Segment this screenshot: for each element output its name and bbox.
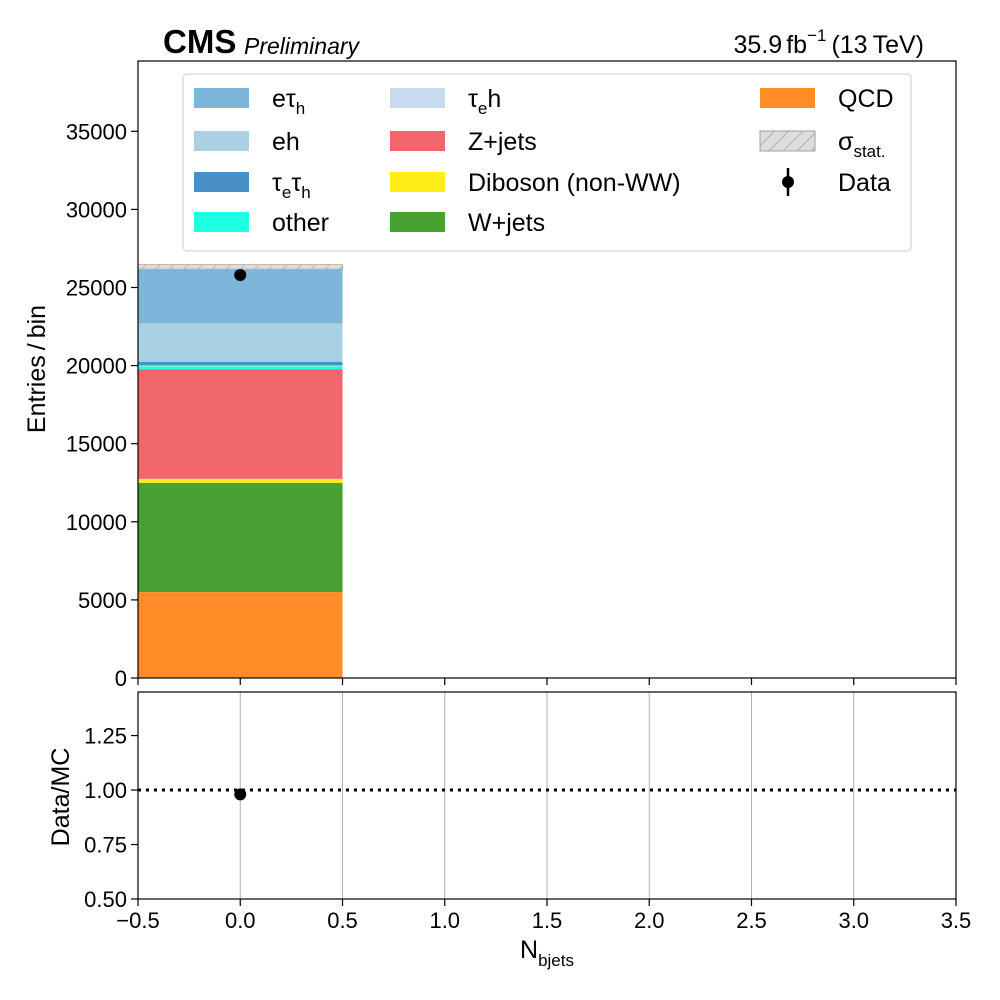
ratio-y-tick-label: 1.25 [84,724,127,749]
x-tick-label: 2.5 [736,908,767,933]
legend-label-data: Data [838,169,891,197]
x-tick-label: 3.5 [941,908,972,933]
main-y-tick-label: 5000 [78,588,127,613]
legend: eτh eh τeτh other τeh Z+jets Diboson (non-WW) W… [182,73,912,252]
energy-label: (13 TeV) [831,31,924,59]
bar-taueh [138,365,343,367]
legend-label-eh: eh [272,128,300,156]
x-axis-title: Nbjets [520,936,574,970]
data-point [234,268,247,281]
main-plot-frame [137,60,957,679]
x-tick-label: 0.0 [225,908,256,933]
preliminary-label: Preliminary [244,33,361,59]
bar-other [138,366,343,370]
legend-swatch-tauetauh [194,172,249,192]
bar-diboson [138,478,343,483]
ratio-plot-frame [137,691,957,900]
main-y-tick-label: 20000 [66,354,127,379]
legend-label-qcd: QCD [838,85,894,113]
legend-label-stat: σstat. [838,128,886,161]
legend-swatch-diboson [390,172,445,192]
main-y-tick-label: 15000 [66,432,127,457]
bar-wjets [138,482,343,593]
main-plot-panel: 0 5000 10000 15000 20000 25000 30000 35000 [66,60,957,691]
bar-zjets [138,369,343,479]
main-y-tick-label: 0 [115,666,127,691]
x-tick-label: 0.5 [327,908,358,933]
main-y-tick-label: 10000 [66,510,127,535]
x-tick-label: 3.0 [838,908,869,933]
legend-label-tauetauh: τeτh [272,169,311,202]
main-y-tick-label: 30000 [66,197,127,222]
legend-label-taueh: τeh [468,85,501,118]
stat-uncertainty-band [138,264,343,271]
x-tick-label: 1.0 [429,908,460,933]
legend-label-other: other [272,209,329,237]
legend-swatch-qcd [760,88,815,108]
legend-label-wjets: W+jets [468,209,545,237]
bar-eh [138,323,343,362]
legend-swatch-other [194,212,249,232]
luminosity-label: 35.9 fb−1 (13 TeV) [734,26,924,59]
main-y-tick-label: 35000 [66,119,127,144]
bar-tauetauh [138,361,343,366]
lumi-unit: fb [786,31,807,59]
main-y-tick-label: 25000 [66,275,127,300]
ratio-data-point [234,788,247,801]
x-axis-title-sub: bjets [538,951,574,970]
legend-label-zjets: Z+jets [468,128,537,156]
ratio-y-tick-label: 0.75 [84,833,127,858]
legend-swatch-etauh [194,88,249,108]
ratio-y-tick-label: 1.00 [84,778,127,803]
legend-frame [182,73,912,252]
x-axis-title-base: N [520,936,538,964]
ratio-y-tick-label: 0.50 [84,887,127,912]
y-axis-title-ratio: Data/MC [47,748,75,847]
ratio-plot-panel: −0.5 0.0 0.5 1.0 1.5 2.0 2.5 3.0 3.5 0.50 0.75 1.00… [84,691,972,933]
legend-swatch-eh [194,131,249,151]
x-tick-label: 1.5 [532,908,563,933]
legend-marker-data [782,176,794,188]
y-axis-title-main: Entries / bin [23,305,51,433]
x-tick-label: −0.5 [116,908,159,933]
legend-swatch-taueh [390,88,445,108]
legend-label-diboson: Diboson (non-WW) [468,169,681,197]
x-tick-label: 2.0 [634,908,665,933]
lumi-exponent: −1 [807,26,826,45]
bar-qcd [138,592,343,678]
lumi-value: 35.9 [734,31,783,59]
legend-swatch-wjets [390,212,445,232]
legend-label-etauh: eτh [272,85,305,118]
legend-swatch-zjets [390,131,445,151]
cms-label: CMS [163,23,236,60]
legend-swatch-stat [759,130,816,152]
